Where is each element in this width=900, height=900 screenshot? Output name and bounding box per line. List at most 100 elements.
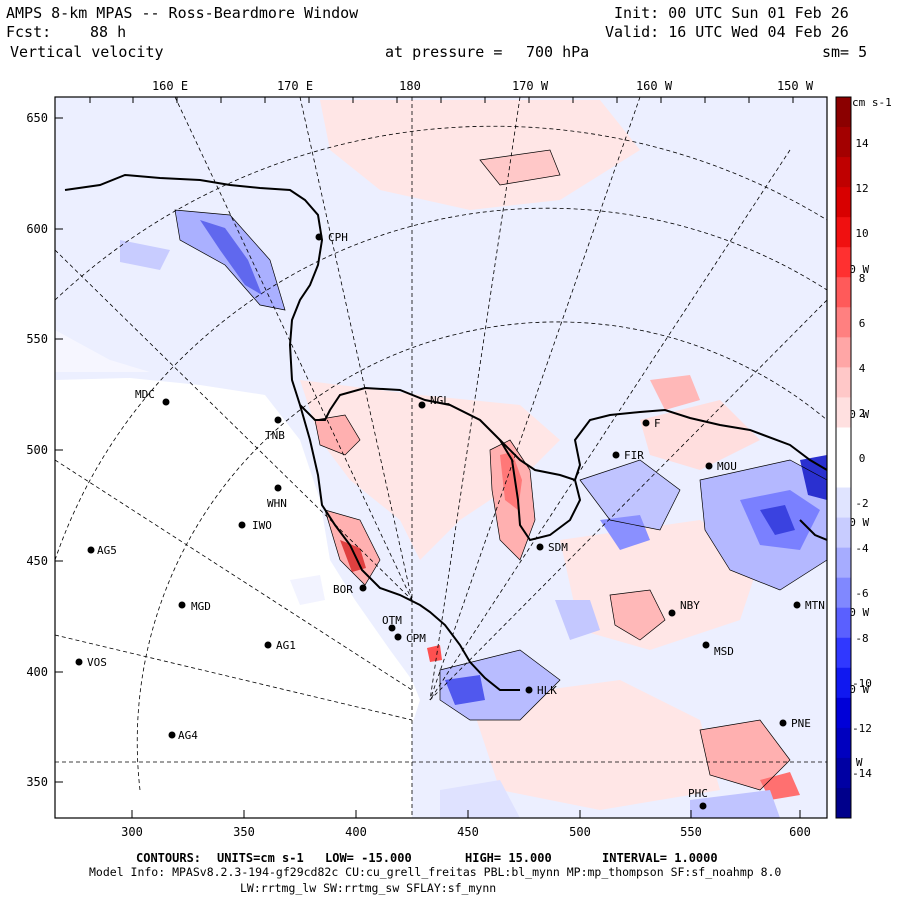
x-tick-label: 600 [789,825,811,839]
colorbar-swatch [836,127,851,158]
colorbar-labels: 14 12 10 8 6 4 2 0 -2 -4 -6 -8 -10 -12 -… [852,137,872,780]
colorbar-swatch [836,367,851,398]
y-axis-labels: 650 600 550 500 450 400 350 [26,111,48,789]
colorbar-units: cm s-1 [852,96,892,109]
station-label-sdm: SDM [548,541,568,554]
colorbar-swatch [836,787,851,819]
station-dot [793,601,801,609]
colorbar-swatch [836,97,851,128]
colorbar-swatch [836,157,851,188]
station-dot [168,731,176,739]
colorbar-swatch [836,637,851,669]
colorbar-label: -6 [855,587,868,600]
station-dot [178,601,186,609]
contour-high: HIGH= 15.000 [465,851,552,865]
station-label-nby: NBY [680,599,700,612]
colorbar-swatch [836,457,851,489]
station-label-cph: CPH [328,231,348,244]
top-lon-label: 160 E [152,79,188,93]
station-label-ngl: NGL [430,394,450,407]
colorbar-swatch [836,187,851,218]
colorbar-swatch [836,697,851,729]
colorbar-label: -14 [852,767,872,780]
colorbar-swatch [836,307,851,338]
station-dot [702,641,710,649]
top-lon-label: 170 W [512,79,549,93]
station-dot [75,658,83,666]
init-time: Init: 00 UTC Sun 01 Feb 26 [614,4,849,22]
colorbar-label: 0 [859,452,866,465]
contour-interval: INTERVAL= 1.0000 [602,851,718,865]
station-label-hlk: HLK [537,684,557,697]
station-label-cpm: CPM [406,632,426,645]
colorbar-swatch [836,487,851,519]
station-label-ag4: AG4 [178,729,198,742]
colorbar-swatch [836,277,851,308]
top-longitude-labels: 160 E 170 E 180 170 W 160 W 150 W [152,79,814,93]
station-dot [274,416,282,424]
contours-label: CONTOURS: [136,851,202,865]
station-dot [394,633,402,641]
station-dot [418,401,426,409]
station-dot [264,641,272,649]
y-tick-label: 400 [26,665,48,679]
station-dot [315,233,323,241]
station-dot [359,584,367,592]
station-dot [525,686,533,694]
station-dot [642,419,650,427]
station-label-whn: WHN [267,497,287,510]
station-label-iwo: IWO [252,519,272,532]
colorbar-frame [835,96,852,819]
station-dot [612,451,620,459]
valid-time: Valid: 16 UTC Wed 04 Feb 26 [605,23,849,41]
colorbar-label: 14 [855,137,869,150]
contour-low: LOW= -15.000 [325,851,412,865]
colorbar-swatch [836,667,851,699]
colorbar-label: 10 [855,227,868,240]
colorbar [835,96,852,819]
station-dot [699,802,707,810]
colorbar-swatch [836,757,851,789]
colorbar-label: 2 [859,407,866,420]
station-dot [388,624,396,632]
station-dot [87,546,95,554]
colorbar-swatch [836,607,851,639]
colorbar-label: 4 [859,362,866,375]
colorbar-swatch [836,577,851,609]
x-tick-label: 300 [121,825,143,839]
station-label-phc: PHC [688,787,708,800]
station-label-vos: VOS [87,656,107,669]
coastline [64,173,827,691]
pressure-level: 700 hPa [526,43,590,61]
y-tick-label: 350 [26,775,48,789]
top-lon-label: 160 W [636,79,673,93]
station-label-pne: PNE [791,717,811,730]
colorbar-label: 12 [855,182,868,195]
y-tick-label: 550 [26,332,48,346]
x-axis-labels: 300 350 400 450 500 550 600 [121,825,811,839]
graticule [55,97,827,818]
colorbar-swatch [836,727,851,759]
y-tick-label: 650 [26,111,48,125]
colorbar-label: -10 [852,677,872,690]
field-name: Vertical velocity [10,43,164,61]
station-label-mgd: MGD [191,600,211,613]
top-lon-label: 150 W [777,79,814,93]
station-label-mtn: MTN [805,599,825,612]
colorbar-label: -12 [852,722,872,735]
station-dot [238,521,246,529]
station-label-otm: OTM [382,614,402,627]
contour-units: UNITS=cm s-1 [217,851,304,865]
colorbar-swatch [836,247,851,278]
station-label-ag5: AG5 [97,544,117,557]
station-label-tnb: TNB [265,429,285,442]
colorbar-swatch [836,547,851,579]
forecast-label: Fcst: [6,23,52,41]
station-label-mdc: MDC [135,388,155,401]
top-lon-label: 170 E [277,79,313,93]
x-tick-label: 550 [680,825,702,839]
model-info: Model Info: MPASv8.2.3-194-gf29cd82c CU:… [89,865,782,879]
x-tick-label: 500 [569,825,591,839]
colorbar-label: 8 [859,272,866,285]
